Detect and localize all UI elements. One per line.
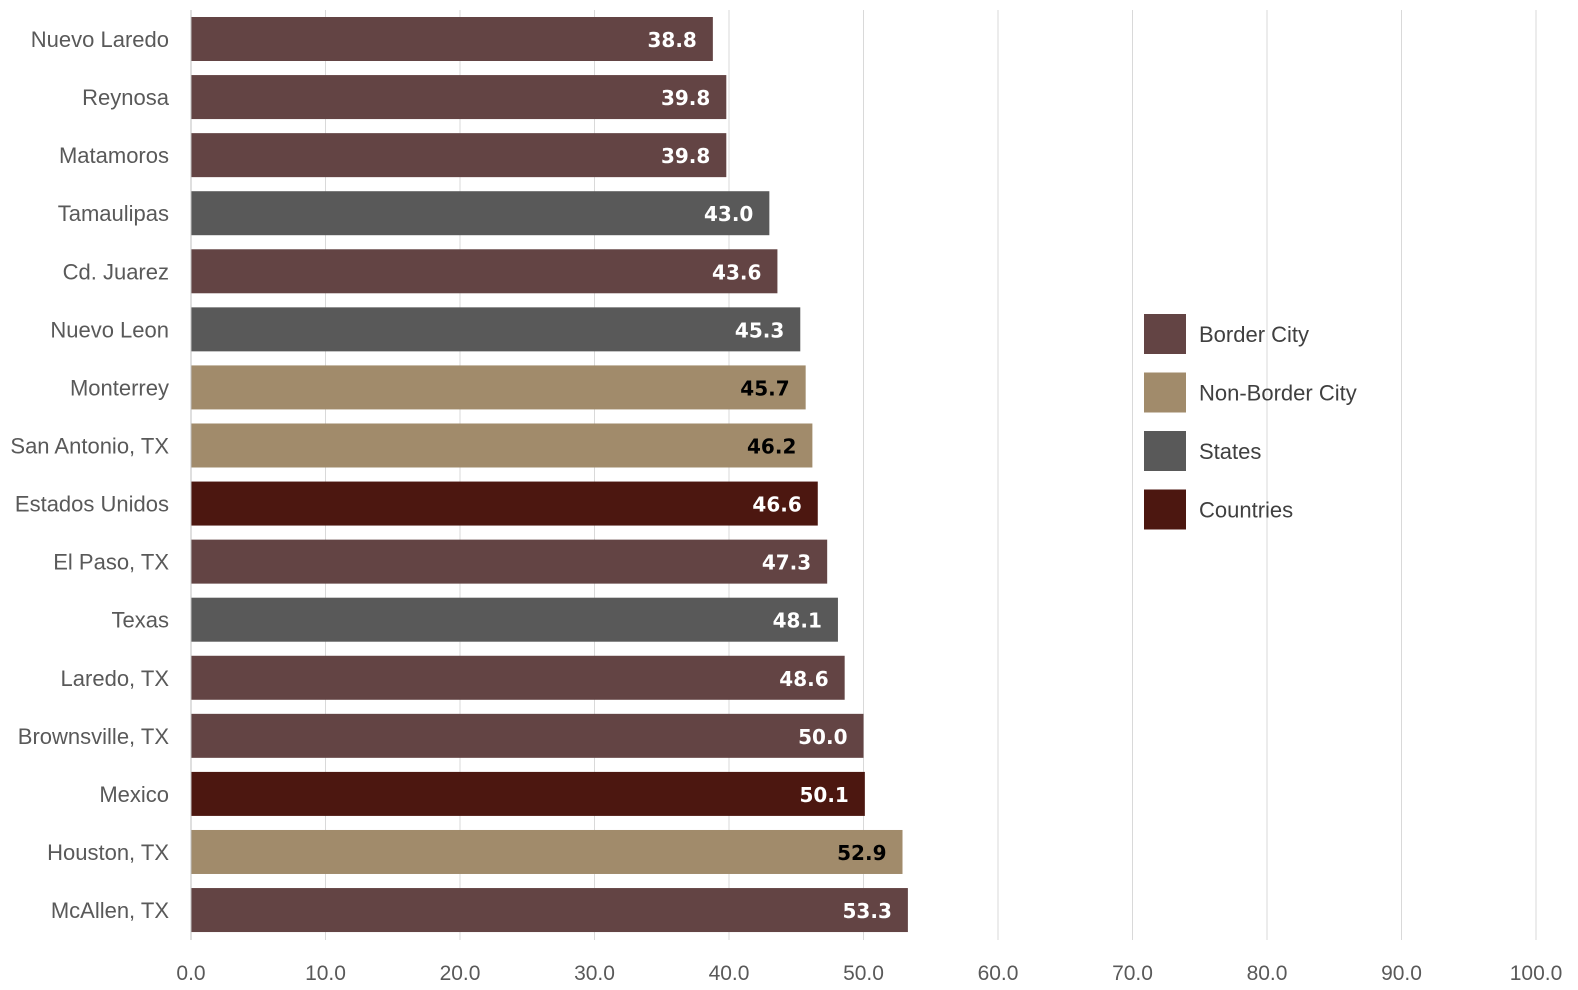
legend-label: States — [1199, 439, 1261, 464]
category-label: Matamoros — [59, 143, 169, 168]
x-tick-label: 100.0 — [1510, 962, 1563, 985]
x-axis-tick-labels: 0.0 10.0 20.0 30.0 40.0 50.0 60.0 70.0 80.0 90.0 1… — [176, 962, 1562, 985]
data-label: 47.3 — [762, 551, 811, 575]
category-label: Tamaulipas — [58, 201, 169, 226]
category-label: Cd. Juarez — [63, 259, 169, 284]
x-tick-label: 80.0 — [1247, 962, 1288, 985]
x-tick-label: 70.0 — [1112, 962, 1153, 985]
bar — [191, 539, 828, 584]
data-label: 50.1 — [799, 783, 848, 807]
legend-label: Non-Border City — [1199, 381, 1357, 406]
data-label: 43.6 — [712, 260, 761, 284]
bar — [191, 423, 813, 468]
category-label: Texas — [112, 608, 169, 633]
x-tick-label: 10.0 — [305, 962, 346, 985]
category-label: Reynosa — [82, 85, 170, 110]
category-label: El Paso, TX — [53, 550, 169, 575]
data-label: 52.9 — [837, 841, 886, 865]
data-label: 53.3 — [843, 899, 892, 923]
category-label: Mexico — [99, 782, 169, 807]
x-tick-label: 60.0 — [978, 962, 1019, 985]
x-tick-label: 50.0 — [843, 962, 884, 985]
data-label: 48.1 — [773, 609, 822, 633]
bar — [191, 713, 864, 758]
bar — [191, 481, 818, 526]
data-label: 43.0 — [704, 202, 753, 226]
bar — [191, 771, 865, 816]
data-labels: 38.8 39.8 39.8 43.0 43.6 45.3 45.7 46.2 46.6 47.3… — [648, 28, 892, 923]
category-label: Laredo, TX — [61, 666, 170, 691]
data-label: 38.8 — [648, 28, 697, 52]
bar — [191, 597, 838, 642]
legend-label: Border City — [1199, 322, 1309, 347]
data-label: 39.8 — [661, 144, 710, 168]
bar — [191, 829, 903, 874]
category-label: Estados Unidos — [15, 492, 169, 517]
data-label: 39.8 — [661, 86, 710, 110]
data-label: 46.6 — [752, 493, 801, 517]
legend-swatch — [1144, 314, 1186, 354]
category-label: Houston, TX — [47, 840, 169, 865]
x-tick-label: 90.0 — [1381, 962, 1422, 985]
bars — [191, 17, 908, 933]
bar — [191, 365, 806, 410]
data-label: 45.7 — [740, 376, 789, 400]
category-label: Brownsville, TX — [18, 724, 170, 749]
category-label: Monterrey — [70, 375, 169, 400]
category-label: Nuevo Leon — [50, 317, 169, 342]
x-tick-label: 20.0 — [440, 962, 481, 985]
category-label: San Antonio, TX — [10, 433, 169, 458]
category-label: McAllen, TX — [51, 898, 170, 923]
legend-swatch — [1144, 431, 1186, 471]
data-label: 46.2 — [747, 434, 796, 458]
data-label: 50.0 — [798, 725, 847, 749]
bar — [191, 191, 770, 236]
category-label: Nuevo Laredo — [31, 27, 169, 52]
bar — [191, 133, 727, 178]
bar — [191, 655, 845, 700]
bar — [191, 17, 713, 61]
data-label: 45.3 — [735, 318, 784, 342]
legend-swatch — [1144, 489, 1186, 530]
x-tick-label: 0.0 — [176, 962, 205, 985]
bar — [191, 75, 727, 120]
data-label: 48.6 — [779, 667, 828, 691]
x-tick-label: 40.0 — [709, 962, 750, 985]
bar — [191, 307, 801, 352]
bar — [191, 249, 778, 294]
category-labels: Nuevo Laredo Reynosa Matamoros Tamaulipas Cd… — [10, 27, 169, 923]
legend-label: Countries — [1199, 498, 1293, 523]
x-tick-label: 30.0 — [574, 962, 615, 985]
bar — [191, 888, 908, 933]
legend: Border City Non-Border City States Countrie… — [1144, 314, 1357, 530]
legend-swatch — [1144, 372, 1186, 413]
